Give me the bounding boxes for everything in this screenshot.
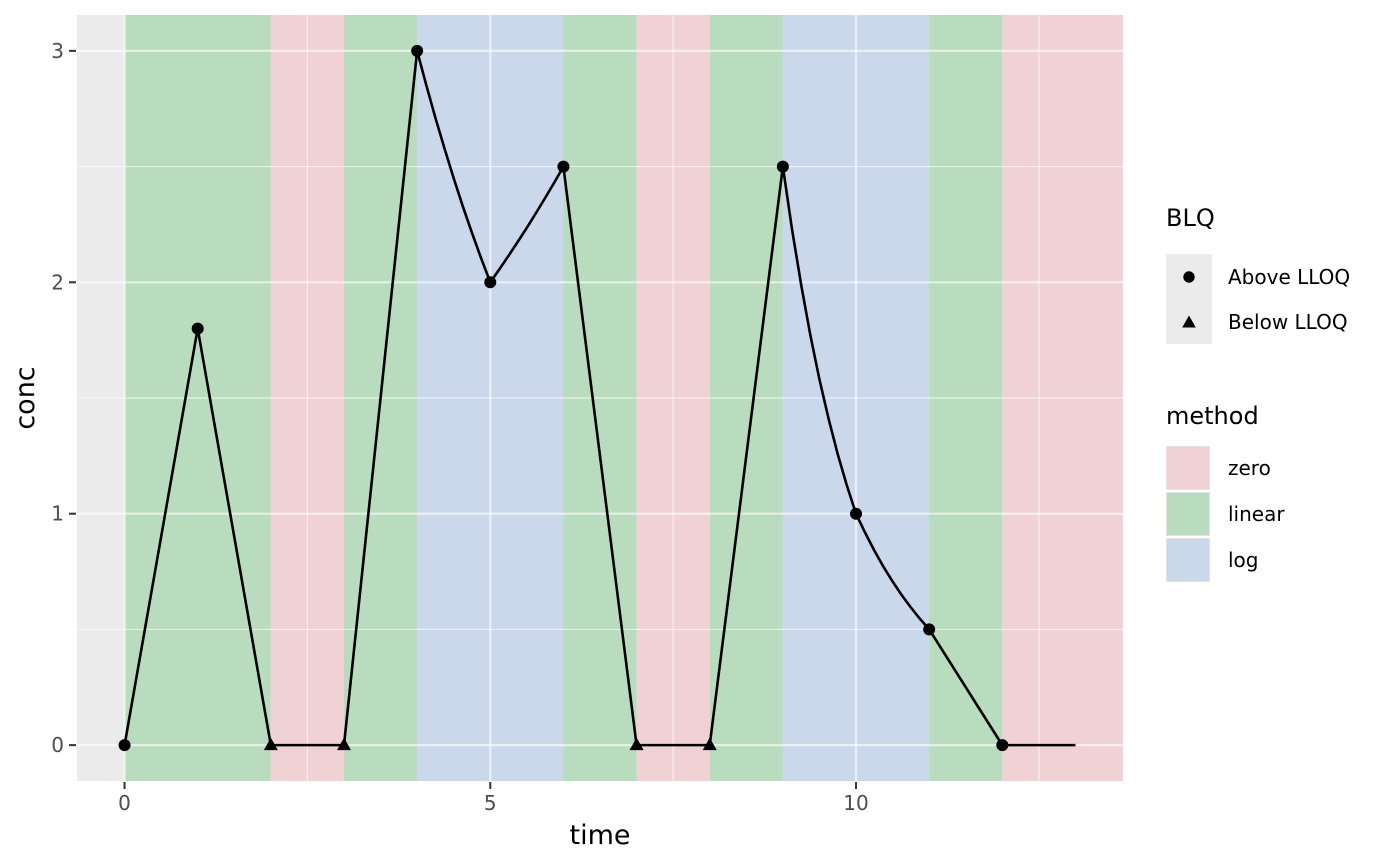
data-point-above-lloq: [850, 507, 863, 520]
data-point-below-lloq: [263, 737, 278, 751]
legend-item-label: linear: [1228, 502, 1285, 526]
linear-color-swatch: [1166, 492, 1210, 536]
data-point-above-lloq: [484, 276, 497, 289]
triangle-marker-icon: [1182, 315, 1196, 327]
circle-marker-icon: [1183, 270, 1195, 283]
legend-item-zero: zero: [1166, 446, 1285, 490]
x-axis-title: time: [569, 820, 630, 851]
x-tick-label: 5: [484, 791, 497, 815]
legend-item-above-lloq: Above LLOQ: [1166, 254, 1350, 299]
log-color-swatch: [1166, 538, 1210, 582]
legend-key-box: [1166, 254, 1212, 299]
data-point-below-lloq: [702, 737, 717, 751]
legend-item-label: zero: [1228, 456, 1271, 480]
legend-blq-title: BLQ: [1166, 204, 1215, 232]
data-point-above-lloq: [191, 322, 204, 335]
y-tick-label: 1: [51, 502, 64, 526]
zero-color-swatch: [1166, 446, 1210, 490]
data-point-above-lloq: [996, 739, 1009, 752]
legend-item-label: Above LLOQ: [1228, 264, 1351, 289]
concentration-time-plot: 0 5 10 0 1 2 3 time conc: [10, 15, 1123, 851]
data-point-above-lloq: [776, 160, 789, 173]
legend-item-below-lloq: Below LLOQ: [1166, 299, 1350, 344]
y-tick-label: 3: [51, 39, 64, 63]
legend-item-label: log: [1228, 548, 1259, 572]
legend-item-log: log: [1166, 538, 1285, 582]
legend-item-linear: linear: [1166, 492, 1285, 536]
legend-key-box: [1166, 299, 1212, 344]
concentration-line: [123, 49, 1076, 747]
y-axis-title: conc: [10, 366, 41, 429]
legend-method: method zero linear log: [1166, 400, 1285, 584]
data-point-above-lloq: [557, 160, 570, 173]
legend-blq-keys: Above LLOQ Below LLOQ: [1166, 254, 1350, 344]
data-point-above-lloq: [923, 623, 936, 636]
data-point-below-lloq: [629, 737, 644, 751]
y-tick-label: 0: [51, 733, 64, 757]
legend-item-label: Below LLOQ: [1228, 309, 1348, 334]
data-point-above-lloq: [118, 739, 131, 752]
legend-method-title: method: [1166, 402, 1259, 430]
y-tick-label: 2: [51, 270, 64, 294]
data-point-above-lloq: [411, 44, 424, 57]
legend-blq: BLQ Above LLOQ Below LLOQ: [1166, 202, 1350, 344]
x-tick-label: 0: [118, 791, 131, 815]
data-point-below-lloq: [336, 737, 351, 751]
legend-method-keys: zero linear log: [1166, 446, 1285, 582]
x-tick-label: 10: [843, 791, 868, 815]
